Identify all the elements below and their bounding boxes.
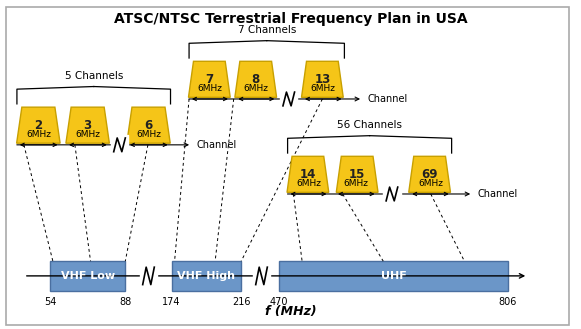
Polygon shape [188, 61, 230, 97]
Text: 2: 2 [34, 119, 42, 132]
Polygon shape [409, 156, 450, 192]
Text: 6MHz: 6MHz [244, 84, 269, 93]
Text: 6: 6 [144, 119, 153, 132]
Text: UHF: UHF [381, 271, 406, 281]
Text: 8: 8 [252, 73, 260, 86]
Text: 88: 88 [119, 297, 131, 307]
Text: 15: 15 [349, 168, 365, 181]
Polygon shape [302, 61, 343, 97]
Text: 14: 14 [300, 168, 316, 181]
Text: 7 Channels: 7 Channels [238, 25, 296, 35]
Text: 806: 806 [498, 297, 517, 307]
Text: 216: 216 [232, 297, 250, 307]
Text: 54: 54 [44, 297, 56, 307]
Bar [171, 261, 241, 291]
Text: 6MHz: 6MHz [26, 130, 51, 139]
Text: 3: 3 [84, 119, 92, 132]
Polygon shape [127, 107, 170, 143]
Polygon shape [287, 156, 329, 192]
Text: Channel: Channel [368, 94, 408, 104]
Polygon shape [235, 61, 277, 97]
Bar [50, 261, 125, 291]
Text: 470: 470 [270, 297, 288, 307]
Text: 56 Channels: 56 Channels [337, 120, 402, 130]
Text: f (MHz): f (MHz) [265, 306, 316, 318]
Text: VHF High: VHF High [177, 271, 235, 281]
Text: 6MHz: 6MHz [311, 84, 336, 93]
Text: 7: 7 [205, 73, 213, 86]
Text: 5 Channels: 5 Channels [64, 71, 123, 81]
Text: 6MHz: 6MHz [198, 84, 223, 93]
Polygon shape [336, 156, 378, 192]
Text: 6MHz: 6MHz [296, 179, 321, 188]
Polygon shape [17, 107, 60, 143]
Text: VHF Low: VHF Low [60, 271, 114, 281]
Text: 6MHz: 6MHz [137, 130, 162, 139]
Text: 13: 13 [314, 73, 331, 86]
Text: Channel: Channel [478, 189, 518, 199]
Polygon shape [66, 107, 109, 143]
Text: 6MHz: 6MHz [344, 179, 369, 188]
Text: 6MHz: 6MHz [418, 179, 443, 188]
Text: Channel: Channel [196, 140, 237, 150]
Text: 69: 69 [421, 168, 438, 181]
Bar [279, 261, 508, 291]
Text: 174: 174 [163, 297, 181, 307]
Text: ATSC/NTSC Terrestrial Frequency Plan in USA: ATSC/NTSC Terrestrial Frequency Plan in … [114, 12, 467, 26]
Text: 6MHz: 6MHz [76, 130, 101, 139]
